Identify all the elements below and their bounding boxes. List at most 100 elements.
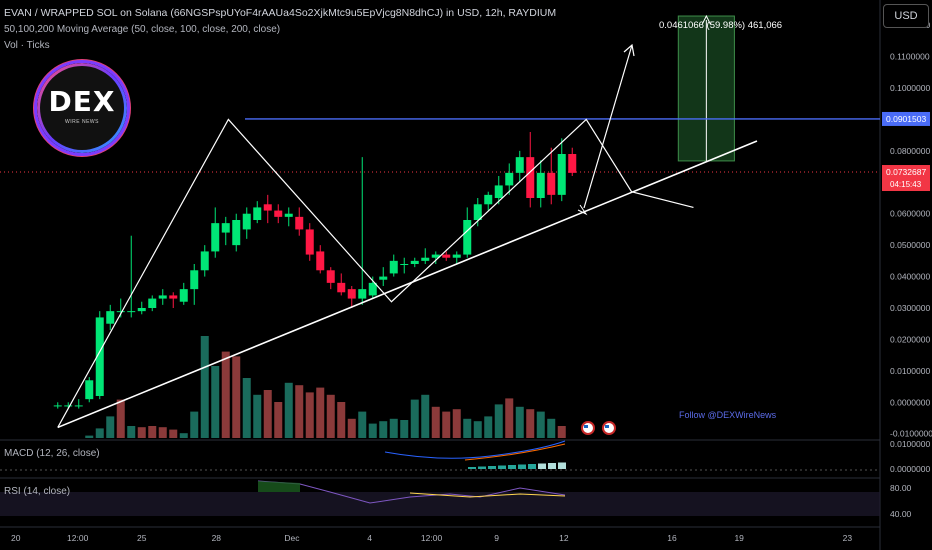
countdown-label: 04:15:43 <box>890 180 922 189</box>
candle-body <box>410 260 419 264</box>
volume-bar <box>158 427 167 438</box>
macd-histogram-bar <box>488 466 496 469</box>
volume-bar <box>106 416 115 438</box>
time-tick-label: 19 <box>734 533 744 543</box>
volume-bar <box>211 366 220 438</box>
candle-body <box>337 282 346 293</box>
candle-body <box>547 172 556 195</box>
candle-body <box>389 260 398 274</box>
currency-button[interactable]: USD <box>883 4 929 28</box>
time-tick-label: 16 <box>667 533 677 543</box>
candle-body <box>463 220 472 255</box>
rsi-legend[interactable]: RSI (14, close) <box>4 486 71 497</box>
candle-body <box>190 270 199 290</box>
candle-body <box>442 254 451 258</box>
candle-body <box>568 154 577 173</box>
candle-body <box>494 185 503 198</box>
candle-body <box>116 311 125 313</box>
flag-canton <box>584 425 588 428</box>
volume-bar <box>316 387 325 438</box>
candle-body <box>148 298 157 308</box>
candle-body <box>200 251 209 271</box>
candle-body <box>305 229 314 255</box>
candle-body <box>505 172 514 186</box>
volume-bar <box>337 402 346 438</box>
volume-bar <box>431 406 440 438</box>
volume-bar <box>442 411 451 438</box>
last-price-label: 0.0732687 <box>886 167 926 177</box>
time-tick-label: 9 <box>494 533 499 543</box>
volume-bar <box>85 435 94 438</box>
moving-average-legend[interactable]: 50,100,200 Moving Average (50, close, 10… <box>4 24 281 35</box>
volume-bar <box>305 392 314 438</box>
volume-bar <box>410 399 419 438</box>
candle-body <box>106 311 115 324</box>
volume-bar <box>116 399 125 438</box>
price-tick-label: 0.0500000 <box>890 240 930 250</box>
macd-histogram-bar <box>538 463 546 469</box>
target-arrow-head <box>701 14 711 25</box>
candle-body <box>515 157 524 173</box>
volume-bar <box>232 356 241 438</box>
volume-bar <box>148 426 157 438</box>
macd-signal-line <box>464 443 566 461</box>
volume-bar <box>169 429 178 438</box>
candle-body <box>452 254 461 258</box>
candle-body <box>53 405 62 407</box>
candle-body <box>379 276 388 280</box>
volume-bar <box>200 336 209 438</box>
candle-body <box>358 289 367 299</box>
breakout-arrow <box>583 44 633 209</box>
time-tick-label: 12:00 <box>67 533 89 543</box>
volume-bar <box>347 418 356 438</box>
volume-bar <box>421 394 430 438</box>
volume-bar <box>368 423 377 438</box>
rsi-tick-label: 80.00 <box>890 483 912 493</box>
time-tick-label: 25 <box>137 533 147 543</box>
candle-body <box>253 207 262 220</box>
candle-body <box>536 172 545 198</box>
candle-body <box>169 295 178 299</box>
price-tick-label: 0.0300000 <box>890 303 930 313</box>
macd-histogram-bar <box>528 464 536 469</box>
volume-bar <box>253 394 262 438</box>
time-tick-label: Dec <box>284 533 300 543</box>
volume-bar <box>95 428 104 438</box>
volume-bar <box>221 351 230 438</box>
candle-body <box>263 204 272 211</box>
volume-bar <box>179 433 188 438</box>
volume-bar <box>284 382 293 438</box>
logo-wordmark: DEX <box>48 85 116 118</box>
candle-body <box>400 264 409 265</box>
candle-body <box>368 282 377 296</box>
macd-histogram-bar <box>478 466 486 469</box>
logo-subtitle: WIRE NEWS <box>65 119 99 125</box>
volume-bar <box>295 385 304 438</box>
price-tick-label: 0.0800000 <box>890 146 930 156</box>
candle-body <box>85 380 94 400</box>
volume-bar <box>326 394 335 438</box>
candle-body <box>211 223 220 252</box>
candle-body <box>242 213 251 230</box>
macd-legend[interactable]: MACD (12, 26, close) <box>4 448 100 459</box>
volume-legend[interactable]: Vol · Ticks <box>4 40 50 51</box>
volume-bar <box>358 411 367 438</box>
candle-body <box>421 257 430 261</box>
breakout-arrow-head <box>623 43 635 57</box>
macd-line <box>384 440 566 459</box>
price-tick-label: 0.0000000 <box>890 397 930 407</box>
candle-body <box>473 204 482 220</box>
price-tick-label: 0.1100000 <box>890 52 930 62</box>
rsi-band <box>0 492 880 516</box>
volume-bar <box>190 411 199 438</box>
candle-body <box>484 194 493 205</box>
macd-tick-label: 0.0100000 <box>890 439 930 449</box>
flag-canton <box>605 425 609 428</box>
candle-body <box>74 405 83 407</box>
price-tick-label: 0.1000000 <box>890 83 930 93</box>
resistance-price-tag <box>882 111 930 126</box>
pullback-arrow-head <box>577 204 588 216</box>
follow-watermark: Follow @DEXWireNews <box>679 410 777 420</box>
